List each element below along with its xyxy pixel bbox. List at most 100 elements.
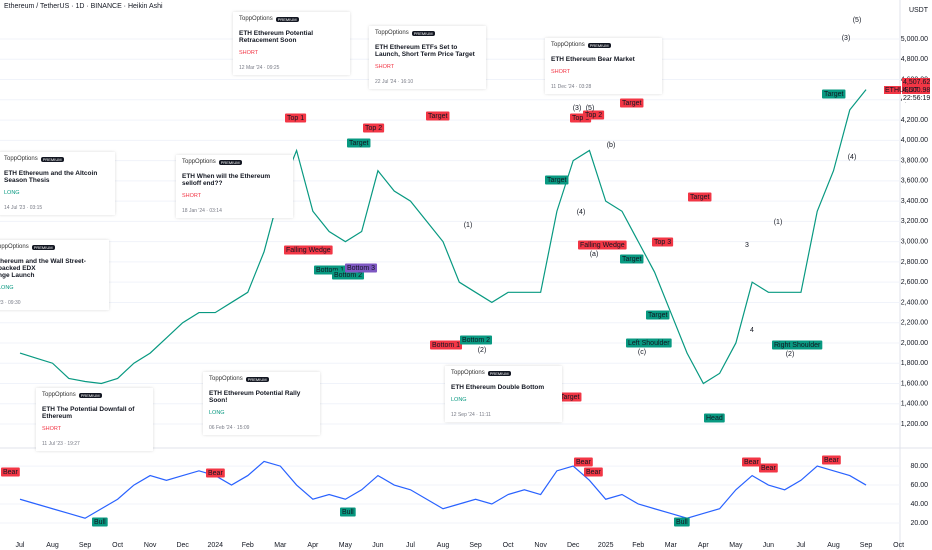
wave-label: (1): [774, 219, 783, 226]
chart-label: Top 1: [572, 115, 589, 122]
x-tick-label: Jul: [406, 542, 415, 549]
chart-label-box: [620, 254, 644, 264]
idea-card[interactable]: oppOptions PREMIUM thereum and the Wall S…: [0, 240, 109, 310]
idea-author-row: ToppOptions PREMIUM: [42, 392, 147, 398]
chart-label-box: [363, 123, 385, 133]
idea-card[interactable]: ToppOptions PREMIUM ETH Ethereum ETFs Set…: [369, 26, 486, 89]
chart-label-box: [652, 237, 674, 247]
x-tick-label: Feb: [632, 542, 644, 549]
idea-title: ETH Ethereum and the Altcoin Season Thes…: [4, 170, 98, 184]
x-tick-label: Sep: [469, 542, 482, 549]
chart-label: Bear: [208, 470, 223, 477]
x-tick-label: Feb: [242, 542, 254, 549]
y-tick-label: 1,600.00: [901, 380, 928, 387]
chart-label-box: [340, 507, 356, 517]
x-tick-label: Dec: [176, 542, 189, 549]
x-tick-label: Nov: [144, 542, 157, 549]
y-tick-label: 3,200.00: [901, 218, 928, 225]
wave-label: (5): [586, 105, 595, 112]
wave-label: (3): [842, 35, 851, 42]
wave-label: (4): [577, 209, 586, 216]
y-tick-label: 3,000.00: [901, 238, 928, 245]
idea-date: 23 · 09:30: [0, 300, 21, 306]
idea-author: ToppOptions: [375, 30, 409, 36]
chart-label-box: [347, 138, 371, 148]
chart-label-box: [460, 335, 493, 345]
idea-badge: PREMIUM: [487, 370, 511, 376]
x-tick-label: Sep: [860, 542, 873, 549]
chart-label: Bottom 2: [462, 337, 490, 344]
chart-label: Falling Wedge: [580, 242, 625, 249]
chart-label: Target: [622, 256, 642, 263]
idea-card[interactable]: ToppOptions PREMIUM ETH The Potential Dow…: [36, 388, 153, 451]
chart-label: Bear: [744, 459, 759, 466]
idea-badge: PREMIUM: [587, 42, 611, 48]
symbol-title: Ethereum / TetherUS · 1D · BINANCE · Hei…: [4, 3, 163, 10]
x-tick-label: Mar: [274, 542, 287, 549]
x-tick-label: Jul: [796, 542, 805, 549]
idea-author-row: ToppOptions PREMIUM: [551, 42, 656, 48]
idea-badge: PREMIUM: [245, 376, 269, 382]
chart-label: Bull: [94, 519, 106, 526]
x-tick-label: May: [729, 542, 743, 549]
chart-label: Bear: [576, 459, 591, 466]
idea-side: LONG: [451, 397, 467, 403]
chart-label-box: [674, 517, 690, 527]
idea-author: oppOptions: [0, 244, 29, 250]
chart-label: Target: [648, 312, 668, 319]
x-tick-label: Nov: [534, 542, 547, 549]
chart-label-box: [822, 455, 841, 465]
chart-label: Bear: [586, 469, 601, 476]
idea-card[interactable]: ToppOptions PREMIUM ETH When will the Eth…: [176, 155, 293, 218]
price-tag: ETHUSDT: [885, 87, 919, 94]
idea-date: 14 Jul '23 · 03:15: [4, 205, 43, 211]
idea-side: LONG: [0, 285, 14, 291]
x-tick-label: Oct: [112, 542, 123, 549]
chart-label: Head: [706, 415, 723, 422]
idea-author: ToppOptions: [209, 376, 243, 382]
price-line: [19, 460, 867, 519]
chart-label: Target: [824, 91, 844, 98]
idea-card[interactable]: ToppOptions PREMIUM ETH Ethereum Potentia…: [203, 372, 320, 435]
idea-author-row: ToppOptions PREMIUM: [451, 370, 556, 376]
wave-label: (b): [607, 142, 616, 149]
idea-side: SHORT: [551, 69, 571, 75]
idea-card[interactable]: ToppOptions PREMIUM ETH Ethereum Bear Mar…: [545, 38, 662, 94]
chart-label: Target: [560, 394, 580, 401]
chart-label-box: [92, 517, 108, 527]
idea-title: ETH Ethereum Double Bottom: [451, 384, 545, 391]
wave-label: (4): [848, 154, 857, 161]
x-tick-label: Jun: [763, 542, 774, 549]
chart-label: Falling Wedge: [286, 247, 331, 254]
price-tag: 22:56:19: [903, 95, 930, 102]
price-tag: 4,507.62: [903, 79, 930, 86]
price-tag-box: [902, 78, 930, 86]
chart-label-box: [626, 338, 672, 348]
idea-date: 22 Jul '24 · 16:10: [375, 79, 414, 85]
chart-label-box: [620, 98, 644, 108]
chart-label: Target: [622, 100, 642, 107]
chart-label: Bull: [676, 519, 688, 526]
chart-label-box: [574, 457, 593, 467]
wave-label: (3): [573, 105, 582, 112]
idea-card[interactable]: ToppOptions PREMIUM ETH Ethereum Double B…: [445, 366, 562, 422]
x-tick-label: May: [339, 542, 353, 549]
chart-label: Bull: [342, 509, 354, 516]
chart-label-box: [206, 468, 225, 478]
y-tick-label: 2,400.00: [901, 299, 928, 306]
idea-title: ETH The Potential Downfall of Ethereum: [42, 406, 135, 420]
x-tick-label: Oct: [503, 542, 514, 549]
chart-label-box: [558, 392, 582, 402]
chart-label: Top 2: [585, 112, 602, 119]
idea-side: SHORT: [182, 193, 202, 199]
x-tick-label: Aug: [827, 542, 840, 549]
chart-label: Top 2: [365, 125, 382, 132]
chart-label-box: [704, 413, 725, 423]
x-tick-label: Jun: [372, 542, 383, 549]
idea-card[interactable]: ToppOptions PREMIUM ETH Ethereum and the …: [0, 152, 115, 215]
idea-card[interactable]: ToppOptions PREMIUM ETH Ethereum Potentia…: [233, 12, 350, 75]
chart-label-box: [285, 113, 307, 123]
chart-label: Right Shoulder: [774, 342, 821, 349]
idea-date: 11 Jul '23 · 19:27: [42, 441, 80, 447]
